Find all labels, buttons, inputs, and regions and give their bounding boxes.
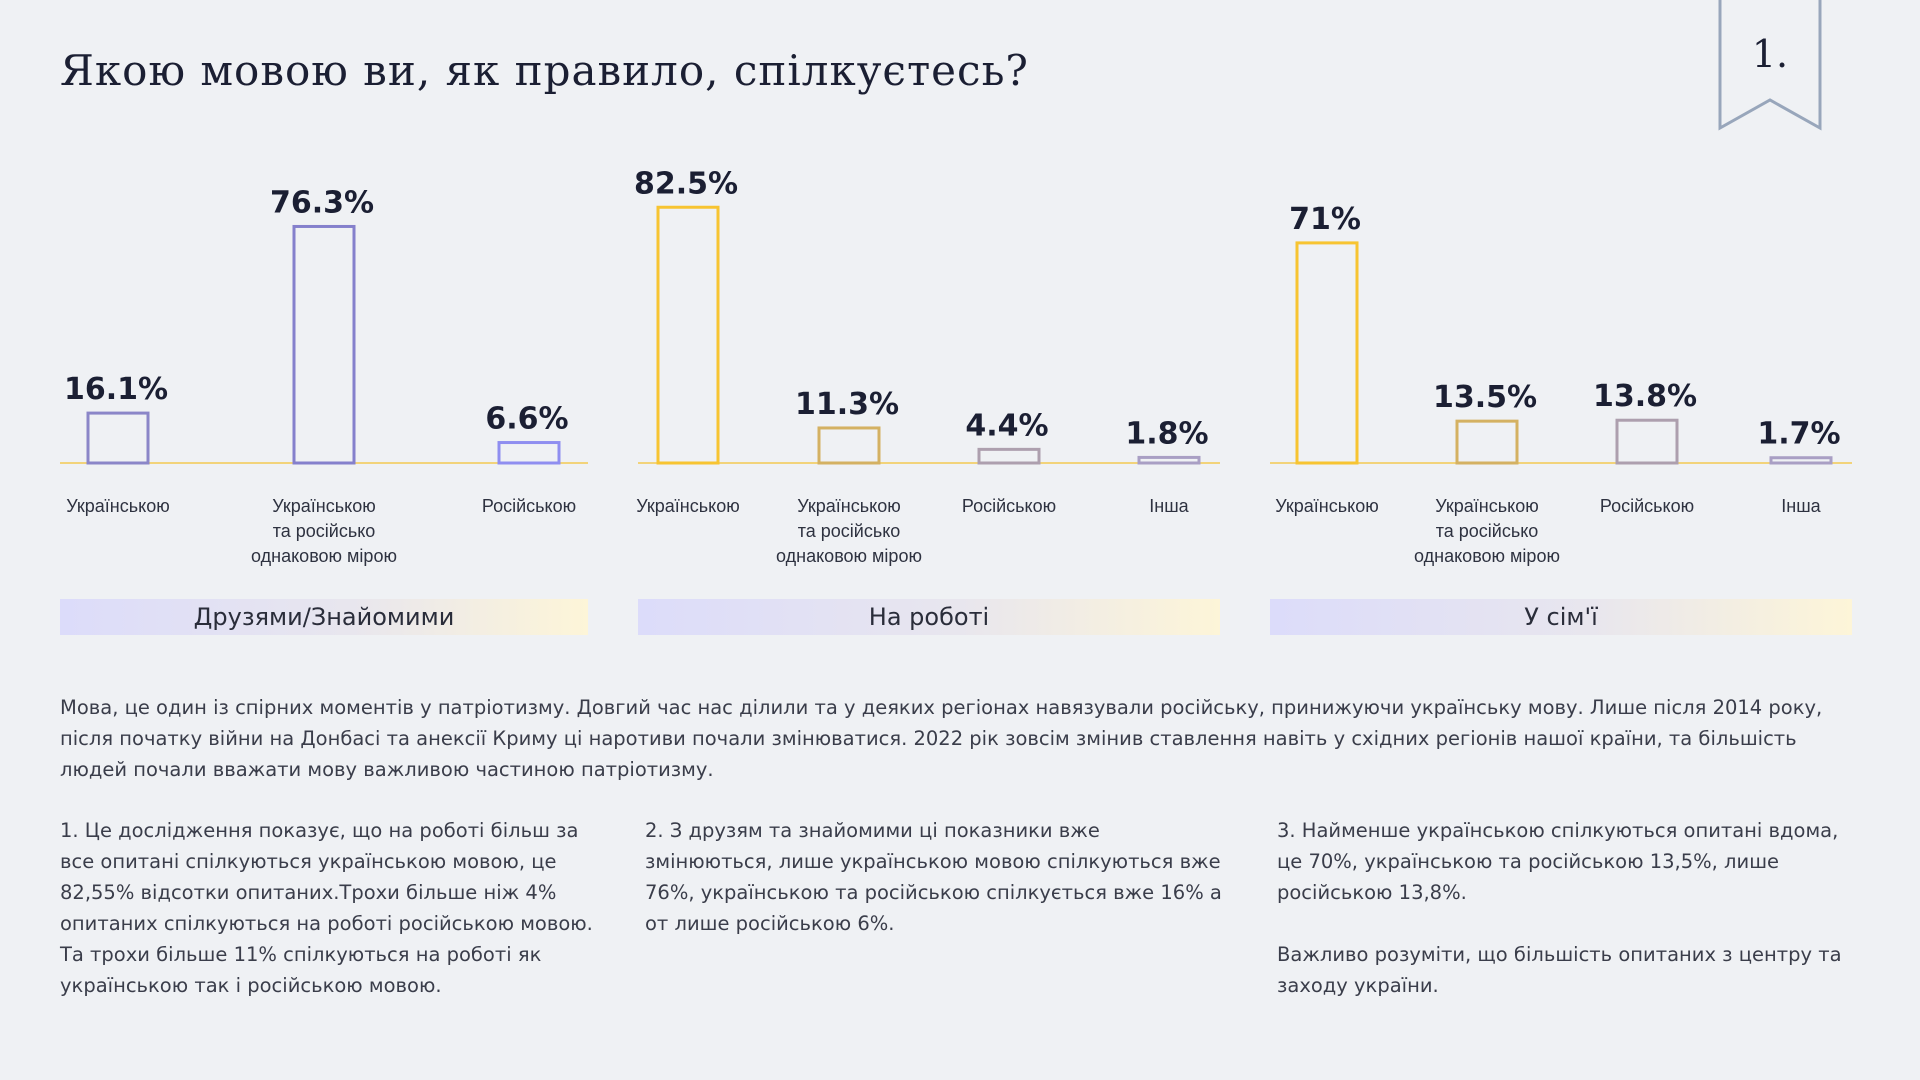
bar-charts: 16.1% Українською 76.3% Українською та росій… xyxy=(60,166,1852,566)
chart-bar xyxy=(1615,418,1679,465)
chart-bar xyxy=(977,447,1041,465)
bar-value-label: 82.5% xyxy=(634,166,738,201)
category-label: Українською та російсько однаковою мірою xyxy=(251,496,397,566)
category-label: Російською xyxy=(1600,496,1694,516)
chart-bar xyxy=(656,205,720,465)
intro-paragraph: Мова, це один із спірних моментів у патр… xyxy=(60,696,1823,781)
note-work: 1. Це дослідження показує, що на роботі … xyxy=(60,819,593,997)
group-label-family: У сім'ї xyxy=(1270,599,1852,635)
bar-value-label: 11.3% xyxy=(795,387,899,422)
chart-bar xyxy=(86,411,150,465)
chart-bar xyxy=(1769,456,1833,465)
bar-value-label: 4.4% xyxy=(965,408,1048,443)
chart-bar xyxy=(497,441,561,465)
chart-bar xyxy=(1295,241,1359,465)
note-friends: 2. З друзям та знайомими ці показники вж… xyxy=(645,819,1222,935)
group-label-friends: Друзями/Знайомими xyxy=(60,599,588,635)
bar-value-label: 13.8% xyxy=(1593,379,1697,414)
note-family: 3. Найменше українською спілкуються опит… xyxy=(1277,819,1842,997)
category-label: Російською xyxy=(482,496,576,516)
bookmark-icon xyxy=(1718,0,1822,131)
bar-value-label: 16.1% xyxy=(64,372,168,407)
category-label: Українською xyxy=(636,496,739,516)
chart-bar xyxy=(292,224,356,465)
bar-value-label: 13.5% xyxy=(1433,380,1537,415)
group-label-work: На роботі xyxy=(638,599,1220,635)
chart-bar xyxy=(1455,419,1519,465)
chart-bar xyxy=(1137,455,1201,465)
category-label: Інша xyxy=(1149,496,1189,516)
bar-value-label: 71% xyxy=(1289,202,1361,237)
bar-value-label: 6.6% xyxy=(485,402,568,437)
page-number: 1. xyxy=(1751,32,1789,76)
bar-value-label: 76.3% xyxy=(270,185,374,220)
category-label: Українською xyxy=(66,496,169,516)
page-title: Якою мовою ви, як правило, спілкуєтесь? xyxy=(60,46,1029,95)
category-label: Українською та російсько однаковою мірою xyxy=(1414,496,1560,566)
category-label: Українською та російсько однаковою мірою xyxy=(776,496,922,566)
category-label: Російською xyxy=(962,496,1056,516)
category-label: Українською xyxy=(1275,496,1378,516)
chart-bar xyxy=(817,426,881,465)
category-label: Інша xyxy=(1781,496,1821,516)
bar-value-label: 1.7% xyxy=(1757,417,1840,452)
bar-value-label: 1.8% xyxy=(1125,416,1208,451)
